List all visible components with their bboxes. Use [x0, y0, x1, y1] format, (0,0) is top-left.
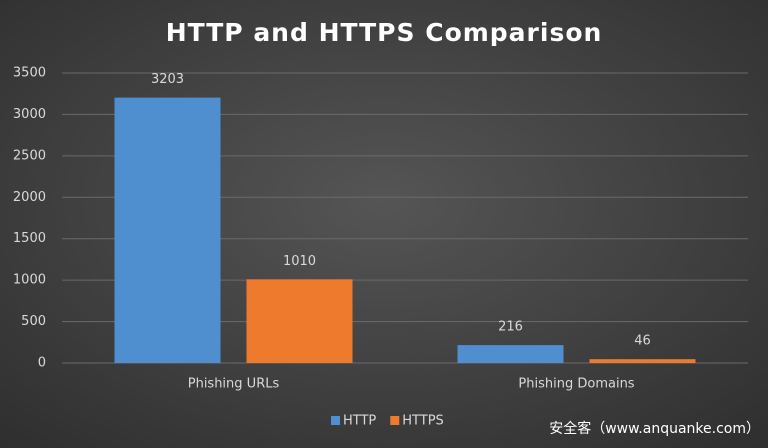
chart-title: HTTP and HTTPS Comparison — [166, 18, 603, 47]
legend-label: HTTPS — [402, 414, 444, 429]
bar — [457, 345, 564, 363]
y-tick-label: 3500 — [13, 66, 46, 81]
data-label: 46 — [634, 334, 651, 349]
bar — [246, 279, 353, 363]
y-tick-label: 3000 — [13, 107, 46, 122]
legend-swatch — [331, 416, 340, 425]
data-label: 3203 — [151, 72, 184, 87]
y-tick-label: 1500 — [13, 231, 46, 246]
x-tick-label: Phishing URLs — [188, 377, 280, 392]
y-tick-label: 0 — [38, 356, 46, 371]
y-tick-label: 500 — [21, 314, 46, 329]
legend-label: HTTP — [343, 414, 376, 429]
x-tick-label: Phishing Domains — [518, 377, 634, 392]
legend-swatch — [390, 416, 400, 425]
data-label: 1010 — [283, 254, 316, 269]
watermark: 安全客（www.anquanke.com） — [549, 420, 760, 437]
y-tick-label: 2500 — [13, 148, 46, 163]
bar — [589, 359, 696, 363]
bar — [114, 97, 221, 363]
data-label: 216 — [498, 320, 523, 335]
y-tick-label: 1000 — [13, 273, 46, 288]
y-tick-label: 2000 — [13, 190, 46, 205]
